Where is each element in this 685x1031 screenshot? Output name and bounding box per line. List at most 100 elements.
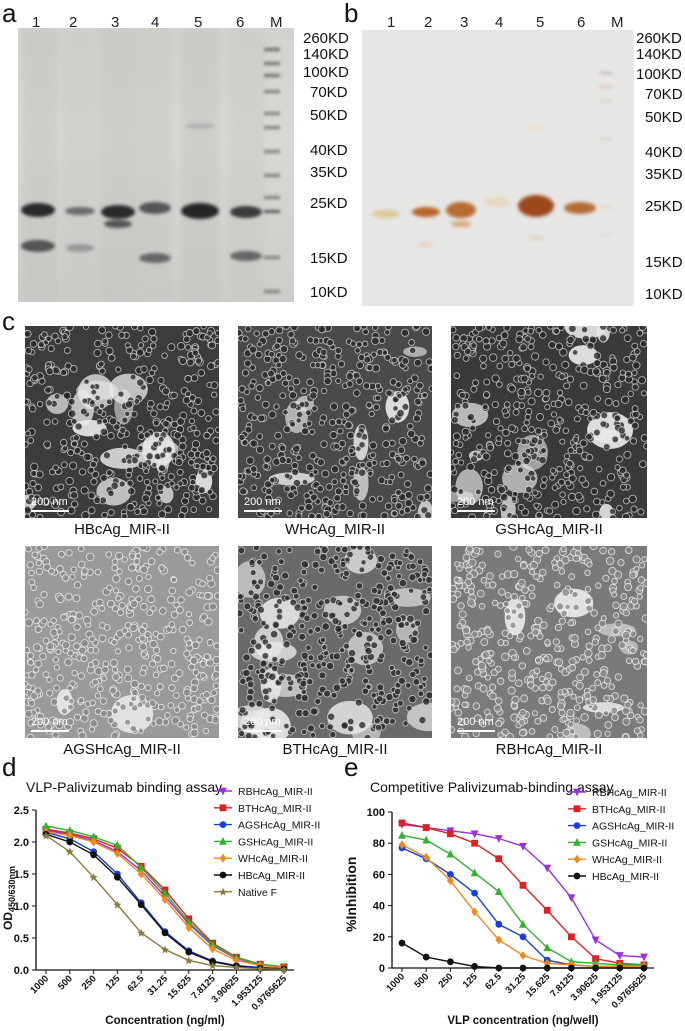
y-tick-label: 40 — [373, 901, 385, 913]
blot-bands — [372, 72, 612, 247]
data-point — [422, 953, 430, 961]
data-point — [256, 964, 265, 973]
data-point — [65, 826, 74, 834]
data-point — [495, 935, 503, 945]
x-tick-label: 62.5 — [483, 971, 504, 992]
legend-label: RBHcAg_MIR-II — [592, 787, 667, 799]
data-point — [543, 864, 552, 873]
data-point — [573, 854, 581, 864]
y-tick-label: 60 — [373, 869, 385, 881]
data-point — [219, 821, 227, 828]
data-point — [66, 838, 74, 846]
data-point — [495, 920, 503, 928]
data-point — [471, 839, 478, 847]
legend-label: WHcAg_MIR-II — [592, 854, 662, 866]
data-point — [137, 863, 146, 871]
y-tick-label: 80 — [373, 838, 385, 850]
lane-label: 2 — [424, 14, 433, 31]
data-point — [422, 824, 430, 831]
marker-label: 40KD — [645, 144, 683, 161]
lane-label: 6 — [236, 14, 245, 31]
marker-label: 70KD — [310, 84, 348, 101]
panel-a-letter: a — [2, 0, 17, 28]
scale-bar-label: 200 nm — [31, 716, 68, 728]
y-tick-label: 1.0 — [14, 901, 29, 913]
x-tick-label: 500 — [412, 971, 431, 990]
x-tick-label: 125 — [461, 971, 480, 990]
y-tick-label: 2.5 — [14, 805, 29, 817]
y-tick-label: 0.0 — [14, 965, 29, 977]
x-tick-label: 1000 — [28, 973, 51, 996]
data-point — [137, 869, 145, 879]
data-point — [422, 835, 431, 844]
marker-label: 260KD — [303, 30, 349, 47]
legend-label: BTHcAg_MIR-II — [238, 803, 312, 815]
data-point — [219, 871, 227, 879]
data-point — [42, 831, 50, 840]
x-tick-label: 15.625 — [524, 971, 553, 1000]
legend-label: Native F — [238, 887, 277, 899]
western-blot — [362, 30, 634, 306]
data-point — [640, 953, 648, 962]
data-point — [494, 887, 503, 895]
data-point — [447, 876, 454, 886]
data-point — [113, 900, 122, 909]
y-tick-label: 100 — [367, 807, 385, 819]
scale-bar-label: 200 nm — [244, 716, 281, 728]
y-tick-label: 2.0 — [14, 837, 29, 849]
marker-label: 15KD — [310, 250, 348, 267]
data-point — [219, 887, 227, 896]
data-point — [398, 819, 406, 827]
data-point — [185, 948, 193, 956]
x-axis-label: VLP concentration (ng/well) — [447, 1015, 598, 1027]
lane-label: 5 — [536, 14, 545, 31]
marker-label: 40KD — [310, 142, 348, 159]
data-point — [592, 964, 599, 972]
lane-label: 6 — [577, 14, 586, 31]
data-point — [233, 956, 240, 965]
lane-label: 1 — [32, 14, 41, 31]
data-point — [573, 822, 581, 829]
data-point — [573, 805, 581, 813]
marker-label: 15KD — [645, 254, 683, 271]
data-point — [568, 933, 575, 941]
lane-label: M — [611, 14, 624, 31]
marker-label: 25KD — [645, 198, 683, 215]
panel-d-letter: d — [2, 752, 17, 782]
panel-b-letter: b — [344, 0, 359, 28]
data-point — [208, 961, 217, 970]
em-micrograph: 200 nm — [451, 546, 647, 738]
x-tick-label: 250 — [437, 971, 456, 990]
data-point — [447, 830, 454, 838]
data-point — [90, 851, 97, 859]
data-point — [137, 901, 145, 909]
marker-label: 140KD — [303, 46, 349, 63]
data-point — [161, 888, 169, 897]
data-point — [592, 955, 599, 963]
x-tick-label: 500 — [56, 973, 75, 992]
legend-label: HBcAg_MIR-II — [592, 871, 659, 883]
marker-label: 260KD — [636, 30, 682, 47]
data-point — [219, 787, 227, 796]
data-point — [470, 868, 479, 877]
em-caption: WHcAg_MIR-II — [284, 521, 385, 538]
data-point — [470, 830, 479, 839]
marker-label: 35KD — [645, 166, 683, 183]
legend-label: AGSHcAg_MIR-II — [592, 821, 674, 833]
scale-bar-label: 200 nm — [244, 496, 281, 508]
data-point — [567, 894, 576, 903]
data-point — [495, 855, 503, 863]
data-point — [519, 951, 527, 960]
scale-bar-label: 200 nm — [457, 716, 494, 728]
panel-c-letter: c — [2, 306, 15, 336]
data-point — [114, 873, 121, 881]
data-point — [219, 837, 227, 845]
data-point — [280, 965, 288, 974]
data-point — [591, 936, 600, 945]
marker-label: 140KD — [636, 46, 682, 63]
data-point — [471, 907, 478, 917]
data-point — [208, 940, 217, 948]
data-point — [137, 928, 146, 937]
binding-assay-chart: VLP-Palivizumab binding assay OD450/630nm… — [1, 779, 320, 1027]
data-point — [471, 889, 478, 897]
